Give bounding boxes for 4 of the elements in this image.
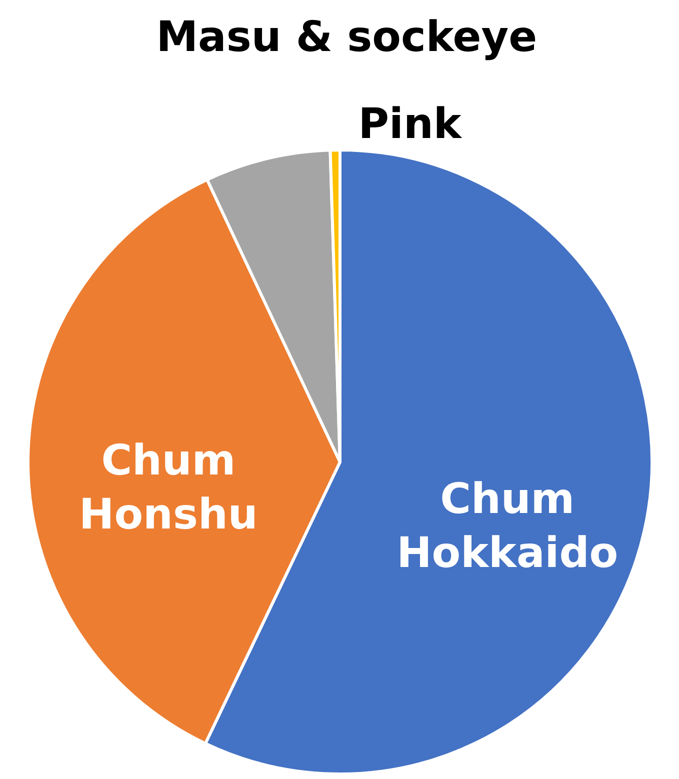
slice-label: Pink bbox=[358, 99, 462, 148]
slice-label: Chum Honshu bbox=[79, 435, 258, 538]
slice-label: Chum Hokkaido bbox=[396, 474, 618, 577]
slice-label: Masu & sockeye bbox=[156, 12, 538, 62]
